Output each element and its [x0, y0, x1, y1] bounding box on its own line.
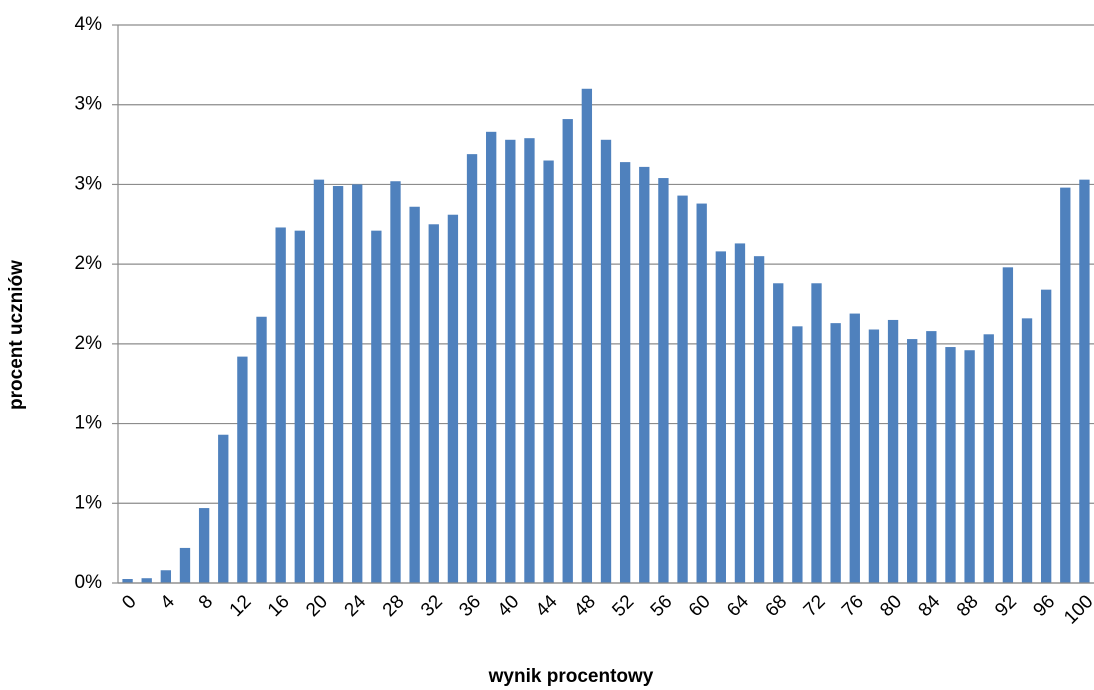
bar [409, 206, 420, 583]
bar [332, 186, 344, 583]
x-tick-label: 68 [762, 591, 792, 621]
bar [964, 350, 975, 583]
x-tick-label: 4 [157, 591, 180, 614]
bar [1002, 267, 1014, 583]
bar [1060, 187, 1071, 584]
bar [734, 243, 746, 583]
y-tick-label: 2% [75, 253, 103, 274]
bar [753, 256, 765, 583]
bar [639, 166, 650, 584]
x-tick-label: 0 [118, 591, 140, 613]
bar [447, 214, 459, 583]
x-tick-label: 64 [723, 591, 753, 621]
bar [505, 139, 516, 583]
x-tick-label: 60 [685, 591, 715, 621]
bar [390, 181, 401, 584]
bar [830, 323, 841, 583]
y-tick-label: 1% [75, 413, 103, 434]
bar [486, 131, 497, 583]
bar [907, 339, 918, 583]
bar [524, 138, 535, 584]
bar [1040, 289, 1052, 583]
bar [198, 508, 210, 583]
y-axis-title: procent uczniów [6, 260, 27, 410]
bar [1021, 318, 1033, 583]
x-tick-label: 72 [800, 591, 830, 621]
y-tick-label: 2% [75, 333, 103, 354]
x-tick-label: 20 [302, 591, 332, 621]
bar [275, 227, 286, 583]
bar [868, 329, 880, 583]
bar [466, 154, 478, 583]
bar [658, 178, 669, 583]
x-tick-label: 76 [838, 591, 868, 621]
x-tick-label: 100 [1060, 591, 1094, 628]
bar [179, 547, 191, 583]
bar [218, 434, 229, 583]
y-tick-label: 3% [75, 94, 103, 115]
bar [122, 579, 133, 583]
bar [237, 356, 248, 583]
x-tick-label: 40 [494, 591, 524, 621]
x-tick-label: 48 [570, 591, 600, 621]
bar [696, 203, 707, 583]
bar [313, 179, 325, 583]
bar [581, 88, 593, 584]
bar [849, 313, 860, 583]
bar [352, 184, 363, 583]
bar [773, 283, 784, 583]
bar [792, 326, 803, 583]
x-tick-label: 44 [532, 591, 562, 621]
bar [600, 139, 612, 583]
bar [619, 162, 631, 583]
y-tick-label: 0% [75, 572, 103, 593]
x-tick-label: 24 [340, 591, 370, 621]
x-tick-label: 8 [195, 591, 217, 613]
bar [160, 570, 172, 583]
x-tick-label: 16 [264, 591, 294, 621]
y-tick-label: 1% [75, 492, 103, 513]
x-axis-title: wynik procentowy [488, 666, 654, 687]
bar [983, 334, 994, 583]
x-tick-label: 28 [379, 591, 409, 621]
bar [677, 195, 688, 584]
x-tick-label: 96 [1029, 591, 1059, 621]
bar [256, 316, 267, 583]
bar [141, 578, 152, 583]
x-tick-label: 56 [647, 591, 677, 621]
x-tick-label: 12 [226, 591, 256, 621]
bar [562, 119, 573, 583]
bar [811, 283, 822, 583]
x-tick-label: 80 [876, 591, 906, 621]
bar [1079, 179, 1090, 583]
x-tick-label: 36 [455, 591, 485, 621]
bar [428, 224, 439, 584]
bar [543, 160, 554, 583]
x-tick-label: 52 [608, 591, 638, 621]
y-tick-label: 4% [75, 14, 103, 35]
bar [945, 347, 956, 583]
x-tick-label: 32 [417, 591, 447, 621]
bar [294, 230, 305, 584]
x-tick-label: 92 [991, 591, 1021, 621]
x-tick-label: 84 [915, 591, 945, 621]
bar [371, 230, 382, 584]
y-tick-label: 3% [75, 173, 103, 194]
x-tick-label: 88 [953, 591, 983, 621]
bar [926, 331, 937, 583]
bar [887, 319, 899, 583]
bar [715, 251, 726, 584]
